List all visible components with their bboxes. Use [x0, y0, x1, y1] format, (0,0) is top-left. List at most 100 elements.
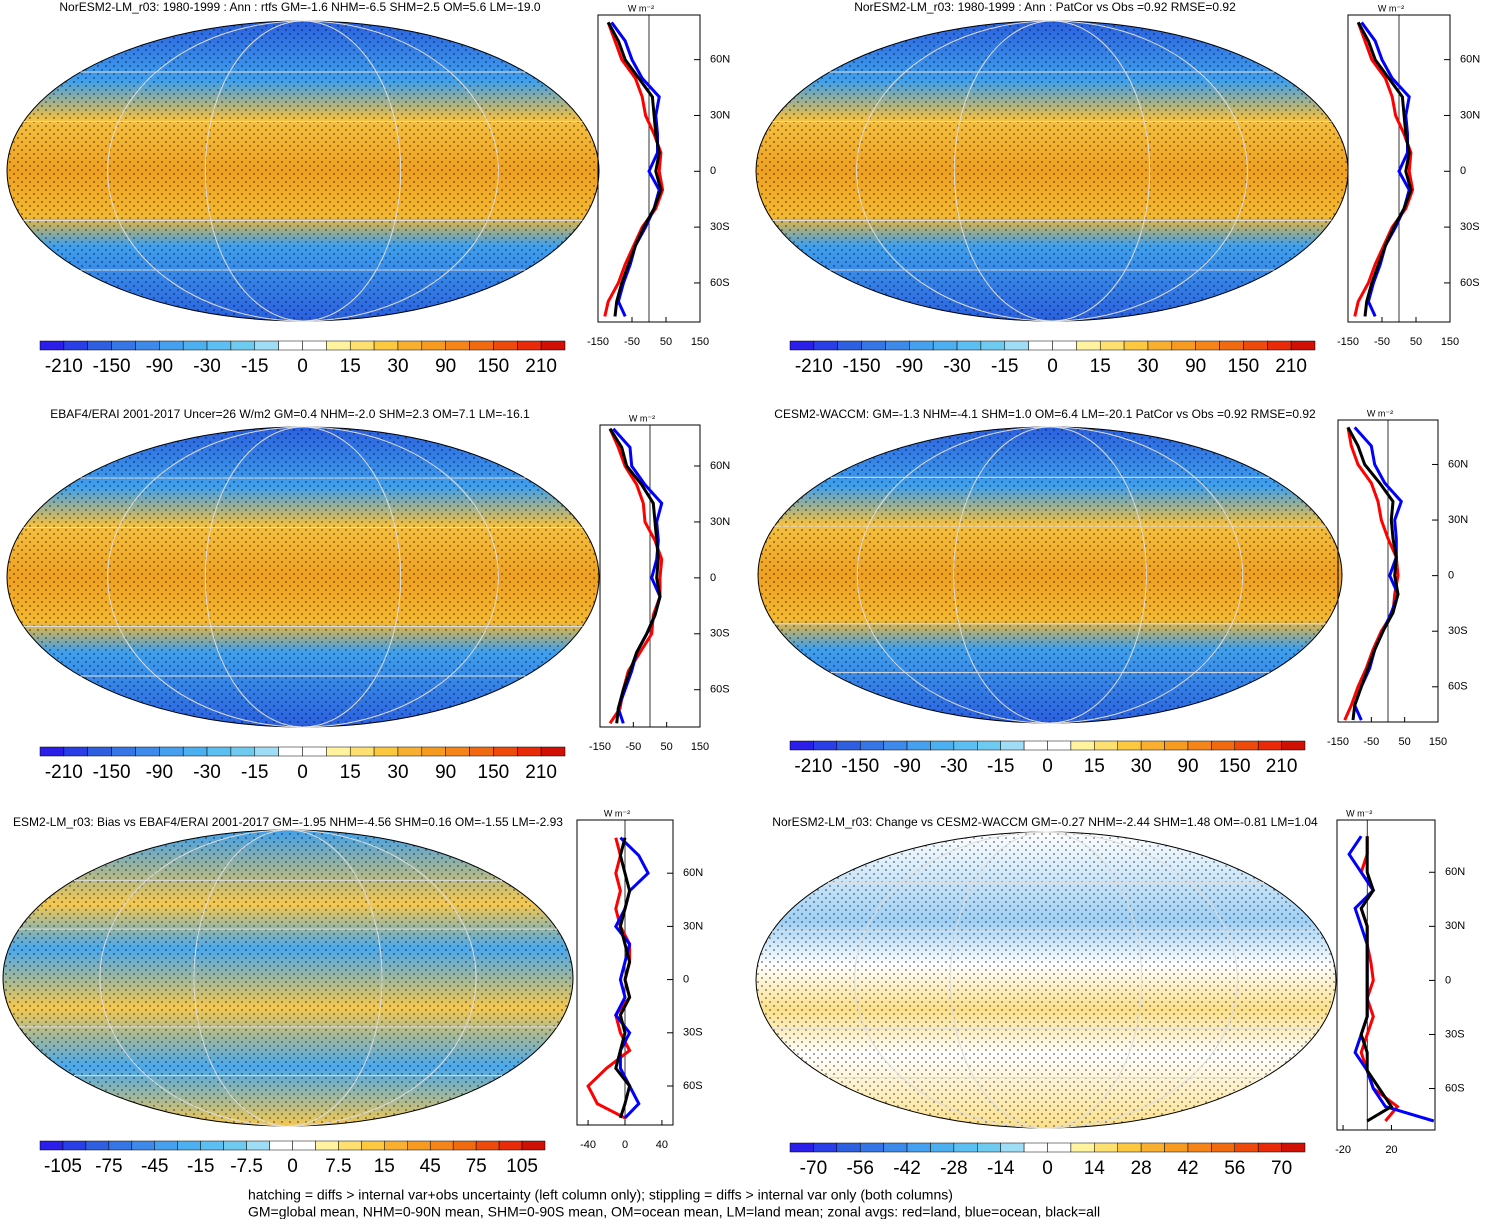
- y-tick-label: 60N: [1445, 866, 1465, 878]
- colorbar-box: [469, 340, 494, 351]
- colorbar-box: [206, 746, 232, 757]
- colorbar-box: [932, 340, 958, 351]
- y-tick-label: 60S: [683, 1080, 703, 1092]
- y-tick-label: 0: [710, 165, 716, 177]
- map-stipple: [758, 427, 1342, 723]
- colorbar-label: -150: [93, 356, 131, 377]
- colorbar-label: -210: [45, 356, 83, 377]
- colorbar-label: 15: [340, 762, 361, 783]
- footer-line: hatching = diffs > internal var+obs unce…: [248, 1187, 953, 1203]
- y-tick-label: 60S: [710, 277, 730, 289]
- y-tick-label: 30N: [710, 109, 730, 121]
- colorbar-label: -45: [141, 1156, 168, 1177]
- colorbar-label: -210: [45, 762, 83, 783]
- colorbar-box: [1047, 740, 1072, 751]
- colorbar-box: [1164, 740, 1189, 751]
- zonal-mean-line: [612, 427, 664, 724]
- colorbar-box: [278, 340, 303, 351]
- x-tick-label: 50: [661, 741, 673, 753]
- colorbar-box: [1234, 1142, 1259, 1153]
- panel-title: NorESM2-LM_r03: 1980-1999 : Ann : rtfs G…: [59, 0, 541, 14]
- colorbar-box: [445, 746, 470, 757]
- colorbar-box: [200, 1140, 224, 1151]
- y-tick-label: 30N: [1448, 514, 1468, 526]
- y-tick-label: 30S: [710, 221, 730, 233]
- colorbar-label: 45: [420, 1156, 441, 1177]
- colorbar-box: [953, 740, 978, 751]
- zonal-mean-line: [614, 837, 632, 1119]
- colorbar-label: -90: [146, 356, 173, 377]
- x-tick-label: -150: [1337, 336, 1359, 348]
- colorbar-box: [1076, 340, 1101, 351]
- colorbar-label: 210: [525, 356, 557, 377]
- y-tick-label: 60S: [1460, 277, 1480, 289]
- colorbar-label: -105: [44, 1156, 82, 1177]
- colorbar-box: [131, 1140, 156, 1151]
- map-stipple: [7, 21, 599, 321]
- colorbar-box: [1195, 340, 1220, 351]
- colorbar-box: [421, 746, 446, 757]
- colorbar-box: [1147, 340, 1173, 351]
- colorbar-label: -15: [241, 356, 268, 377]
- colorbar-box: [1070, 1142, 1095, 1153]
- colorbar-box: [906, 740, 931, 751]
- colorbar-label: 105: [506, 1156, 538, 1177]
- colorbar-label: 0: [287, 1156, 298, 1177]
- colorbar-label: 210: [1275, 356, 1307, 377]
- colorbar-box: [278, 746, 303, 757]
- colorbar-label: 150: [1219, 756, 1251, 777]
- colorbar-box: [135, 746, 160, 757]
- colorbar-box: [1219, 340, 1244, 351]
- colorbar-box: [87, 340, 112, 351]
- colorbar-box: [1117, 740, 1142, 751]
- x-axis-label: W m⁻²: [604, 808, 630, 818]
- colorbar-box: [906, 1142, 931, 1153]
- zonal-mean-line: [1360, 21, 1411, 318]
- map-meridian: [854, 831, 1238, 1129]
- zonal-mean-line: [603, 21, 665, 317]
- x-tick-label: 40: [656, 1139, 668, 1151]
- y-tick-label: 60S: [710, 684, 730, 696]
- panel-title: ESM2-LM_r03: Bias vs EBAF4/ERAI 2001-201…: [13, 815, 563, 829]
- colorbar-box: [1023, 740, 1048, 751]
- colorbar-box: [789, 740, 814, 751]
- panel-title: EBAF4/ERAI 2001-2017 Uncer=26 W/m2 GM=0.…: [50, 407, 530, 421]
- colorbar-box: [1281, 740, 1306, 751]
- colorbar-label: 15: [374, 1156, 395, 1177]
- colorbar-box: [63, 746, 88, 757]
- colorbar-box: [361, 1140, 385, 1151]
- colorbar-label: -90: [893, 756, 920, 777]
- colorbar-box: [1094, 740, 1118, 751]
- colorbar-box: [930, 1142, 955, 1153]
- zonal-mean-line: [606, 21, 663, 317]
- colorbar-label: -75: [95, 1156, 122, 1177]
- colorbar-label: 15: [1084, 756, 1105, 777]
- y-tick-label: 60N: [1460, 54, 1480, 66]
- colorbar-box: [909, 340, 934, 351]
- colorbar-box: [517, 340, 542, 351]
- y-tick-label: 30S: [683, 1027, 703, 1039]
- colorbar-box: [521, 1140, 546, 1151]
- colorbar-label: 0: [1042, 756, 1053, 777]
- map-meridian: [107, 20, 499, 322]
- colorbar-label: -15: [241, 762, 268, 783]
- colorbar-box: [269, 1140, 293, 1151]
- colorbar-box: [254, 340, 279, 351]
- colorbar-box: [338, 1140, 362, 1151]
- colorbar-label: 75: [466, 1156, 487, 1177]
- y-tick-label: 0: [710, 572, 716, 584]
- colorbar-box: [62, 1140, 87, 1151]
- colorbar-box: [206, 340, 232, 351]
- colorbar-box: [373, 340, 399, 351]
- map-stipple: [756, 832, 1336, 1128]
- colorbar-label: 30: [1137, 356, 1158, 377]
- colorbar-box: [1094, 1142, 1118, 1153]
- map-meridian: [856, 20, 1248, 322]
- x-tick-label: -150: [1327, 736, 1349, 748]
- colorbar-box: [111, 340, 136, 351]
- colorbar-label: 90: [1185, 356, 1206, 377]
- zonal-mean-line: [1359, 836, 1394, 1123]
- colorbar-label: 30: [387, 356, 408, 377]
- colorbar-box: [1117, 1142, 1142, 1153]
- colorbar-box: [452, 1140, 477, 1151]
